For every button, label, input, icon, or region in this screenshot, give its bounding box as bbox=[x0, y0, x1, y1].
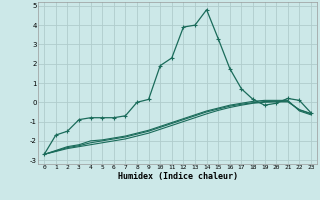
X-axis label: Humidex (Indice chaleur): Humidex (Indice chaleur) bbox=[118, 172, 238, 181]
